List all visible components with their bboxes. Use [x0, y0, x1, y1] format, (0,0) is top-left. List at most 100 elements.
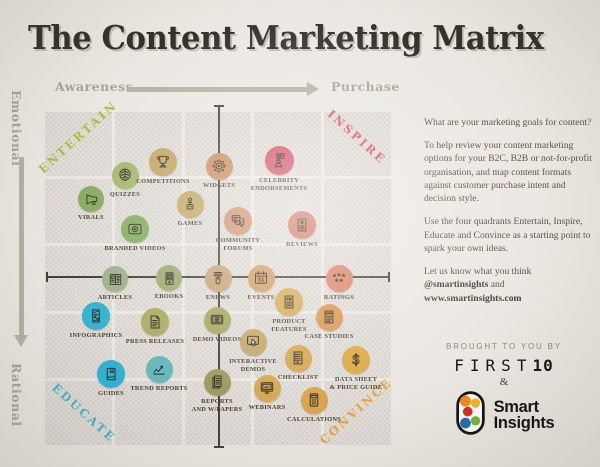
doc-fold-icon [150, 315, 160, 329]
press-releases-label: PRESS RELEASES [125, 338, 185, 345]
intro-text: What are your marketing goals for conten… [424, 116, 594, 315]
newspaper-icon [109, 273, 121, 285]
ebooks-circle [156, 265, 182, 291]
ereader-icon [164, 271, 174, 285]
smart-word: Smart [493, 398, 540, 416]
press-releases-circle [141, 308, 169, 336]
infographics-label: INFOGRAPHICS [69, 332, 123, 339]
competitions-circle [149, 148, 177, 176]
contact-intro: Let us know what you think [424, 266, 532, 278]
games-circle [176, 190, 204, 218]
smart-insights-wordmark: Smart Insights [493, 398, 555, 432]
hand-screen-icon [247, 335, 259, 347]
book-icon [106, 367, 116, 381]
branded-videos-label: BRANDED VIDEOS [104, 245, 166, 252]
product-features-circle [275, 288, 303, 316]
grid-cell [45, 112, 112, 177]
website-link[interactable]: www.smartinsights.com [424, 292, 522, 304]
matrix-item-case-studies: CASE STUDIES [287, 303, 371, 341]
infographic-icon [92, 309, 100, 323]
grid-cell [324, 112, 391, 177]
webinars-circle: AC [253, 374, 281, 402]
checklist-circle [284, 344, 312, 372]
enews-circle [204, 264, 232, 292]
celebrity-endorsements-circle [264, 145, 294, 175]
smart-insights-logo-icon [454, 391, 487, 440]
svg-text:AC: AC [264, 384, 270, 389]
matrix-item-infographics: INFOGRAPHICS [54, 302, 138, 340]
trend-reports-circle [145, 355, 173, 383]
grid-cell [184, 246, 252, 311]
grid-cell [114, 380, 182, 445]
trophy-icon [157, 155, 169, 168]
demo-videos-circle [203, 306, 231, 334]
intro-question: What are your marketing goals for conten… [424, 117, 592, 128]
matrix-item-reports-wpapers: REPORTS AND W/PAPERS [175, 368, 259, 414]
demo-videos-label: DEMO VIDEOS [192, 335, 242, 343]
matrix-item-competitions: COMPETITIONS [121, 148, 205, 186]
intro-paragraph-1: To help review your content marketing op… [424, 140, 592, 205]
matrix-item-games: GAMES [148, 190, 232, 228]
person-speech-icon [274, 152, 284, 167]
megaphone-icon [85, 193, 97, 205]
axis-label-emotional: Emotional [9, 90, 24, 167]
matrix-item-quizzes: QUIZZES [83, 161, 167, 199]
grid-cell [45, 246, 112, 311]
webinar-screen-icon: AC [260, 382, 274, 394]
matrix-item-data-sheet-price-guide: $ DATA SHEET & PRICE GUIDE [314, 346, 398, 392]
webinars-label: WEBINARS [248, 403, 286, 411]
doc-feature-icon [284, 295, 294, 309]
community-forums-label: COMMUNITY FORUMS [215, 237, 261, 252]
axis-label-awareness: Awareness [55, 79, 134, 94]
games-label: GAMES [177, 219, 203, 227]
interactive-demos-circle [239, 328, 267, 356]
competitions-label: COMPETITIONS [136, 178, 190, 185]
video-player-icon [128, 223, 142, 235]
calculator-icon [309, 393, 319, 407]
svg-text:$: $ [352, 352, 361, 368]
reports-wpapers-label: REPORTS AND W/PAPERS [191, 397, 243, 413]
events-label: EVENTS [247, 293, 275, 301]
intro-contact: Let us know what you think @smartinsight… [424, 265, 594, 305]
smart-insights-logo-row: Smart Insights [418, 391, 590, 440]
guides-label: GUIDES [97, 390, 124, 397]
matrix-item-trend-reports: TREND REPORTS [117, 355, 201, 393]
matrix-item-reviews: REVIEWS [260, 211, 344, 249]
axis-label-rational: Rational [9, 363, 24, 427]
trend-reports-label: TREND REPORTS [130, 384, 188, 392]
matrix-item-ebooks: EBOOKS [127, 265, 211, 301]
matrix-item-events: 31 EVENTS [219, 264, 303, 302]
matrix-item-ratings: RATINGS [297, 264, 381, 302]
ampersand: & [499, 376, 509, 388]
dollar-icon: $ [351, 352, 361, 369]
quizzes-circle [111, 161, 139, 189]
matrix-item-articles: ARTICLES [73, 266, 157, 302]
brought-to-you-by-label: BROUGHT TO YOU BY [446, 342, 562, 351]
checklist-icon [293, 351, 303, 365]
infographics-circle [82, 302, 110, 330]
reports-wpapers-circle [203, 368, 231, 396]
doc-stars-icon [324, 310, 334, 324]
first10-number: 10 [532, 356, 554, 375]
articles-label: ARTICLES [97, 294, 133, 301]
calendar-icon: 31 [254, 271, 268, 284]
matrix-item-celebrity-endorsements: CELEBRITY ENDORSEMENTS [237, 145, 321, 193]
screen-play-icon [210, 314, 224, 325]
matrix-item-interactive-demos: INTERACTIVE DEMOS [211, 328, 295, 374]
ratings-circle [325, 264, 353, 292]
matrix-item-enews: ENEWS [176, 264, 260, 302]
brain-icon [119, 168, 131, 181]
ratings-label: RATINGS [323, 293, 355, 301]
matrix-item-product-features: PRODUCT FEATURES [247, 288, 331, 334]
reviews-circle [288, 211, 316, 239]
celebrity-endorsements-label: CELEBRITY ENDORSEMENTS [250, 176, 308, 192]
grid-cell [45, 380, 112, 445]
interactive-demos-label: INTERACTIVE DEMOS [229, 357, 277, 373]
smart-insights-logo-svg [455, 391, 485, 435]
matrix-item-virals: VIRALS [49, 186, 133, 222]
insights-word: Insights [493, 413, 555, 432]
twitter-handle[interactable]: @smartinsights [424, 279, 489, 291]
calculations-label: CALCULATIONS [286, 415, 341, 423]
game-figure-icon [186, 197, 194, 210]
